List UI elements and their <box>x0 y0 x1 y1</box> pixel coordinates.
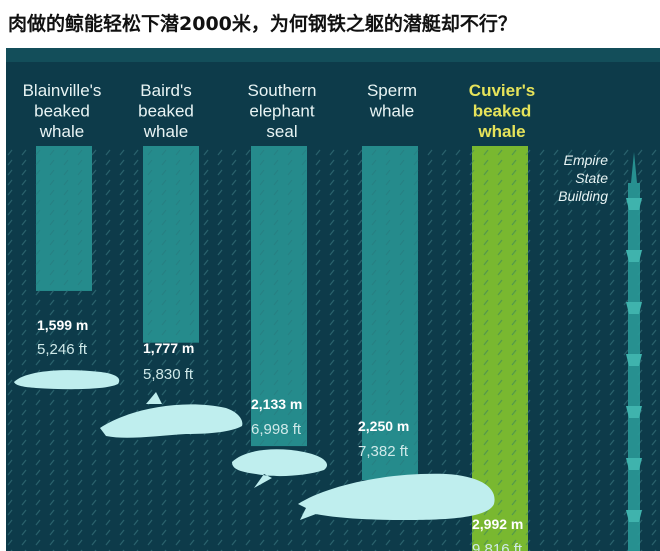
category-label-3-1: whale <box>369 102 414 121</box>
value-label-m-2: 2,133 m <box>251 396 302 412</box>
building-tier-4 <box>626 406 642 418</box>
infographic: Blainville's beaked whale Baird's beaked whal… <box>6 48 660 551</box>
reference-label-1: State <box>575 170 608 186</box>
category-label-0-0: Blainville's <box>23 81 102 100</box>
value-label-m-3: 2,250 m <box>358 418 409 434</box>
headline: 肉做的鲸能轻松下潜2000米，为何钢铁之躯的潜艇却不行？ <box>0 0 660 48</box>
building-tier-5 <box>626 458 642 470</box>
reference-label-0: Empire <box>564 152 609 168</box>
category-label-0-2: whale <box>39 122 84 141</box>
depth-bar-texture-1 <box>143 146 199 343</box>
category-label-1-2: whale <box>143 122 188 141</box>
value-label-ft-1: 5,830 ft <box>143 366 194 383</box>
category-label-2-0: Southern <box>248 81 317 100</box>
category-label-2-2: seal <box>266 122 297 141</box>
building-tier-2 <box>626 302 642 314</box>
value-label-m-0: 1,599 m <box>37 317 88 333</box>
depth-bar-texture-2 <box>251 146 307 447</box>
value-label-m-4: 2,992 m <box>472 516 523 532</box>
category-label-2-1: elephant <box>249 102 315 121</box>
dive-depth-chart: Blainville'sbeakedwhaleBaird'sbeakedwhal… <box>6 48 660 551</box>
reference-label-2: Building <box>558 188 608 204</box>
value-label-ft-2: 6,998 ft <box>251 421 302 438</box>
depth-bar-texture-0 <box>36 146 92 291</box>
category-label-4-1: beaked <box>473 102 532 121</box>
elephant-seal-icon <box>232 449 328 488</box>
category-label-0-1: beaked <box>34 102 90 121</box>
value-label-ft-3: 7,382 ft <box>358 443 409 460</box>
category-label-1-1: beaked <box>138 102 194 121</box>
sperm-whale-icon <box>298 473 495 520</box>
value-label-ft-4: 9,816 ft <box>472 541 523 551</box>
category-label-1-0: Baird's <box>140 81 191 100</box>
building-tier-1 <box>626 250 642 262</box>
depth-bar-texture-3 <box>362 146 418 481</box>
category-label-4-0: Cuvier's <box>469 81 535 100</box>
building-tier-0 <box>626 198 642 210</box>
bairds-whale-icon <box>100 392 243 438</box>
building-tier-3 <box>626 354 642 366</box>
building-tier-6 <box>626 510 642 522</box>
surface-band <box>6 48 660 62</box>
water-texture <box>6 146 660 551</box>
value-label-ft-0: 5,246 ft <box>37 341 88 358</box>
value-label-m-1: 1,777 m <box>143 340 194 356</box>
category-label-4-2: whale <box>477 122 525 141</box>
empire-state-building-icon <box>628 152 640 551</box>
category-label-3-0: Sperm <box>367 81 417 100</box>
blainvilles-whale-icon <box>14 370 120 390</box>
